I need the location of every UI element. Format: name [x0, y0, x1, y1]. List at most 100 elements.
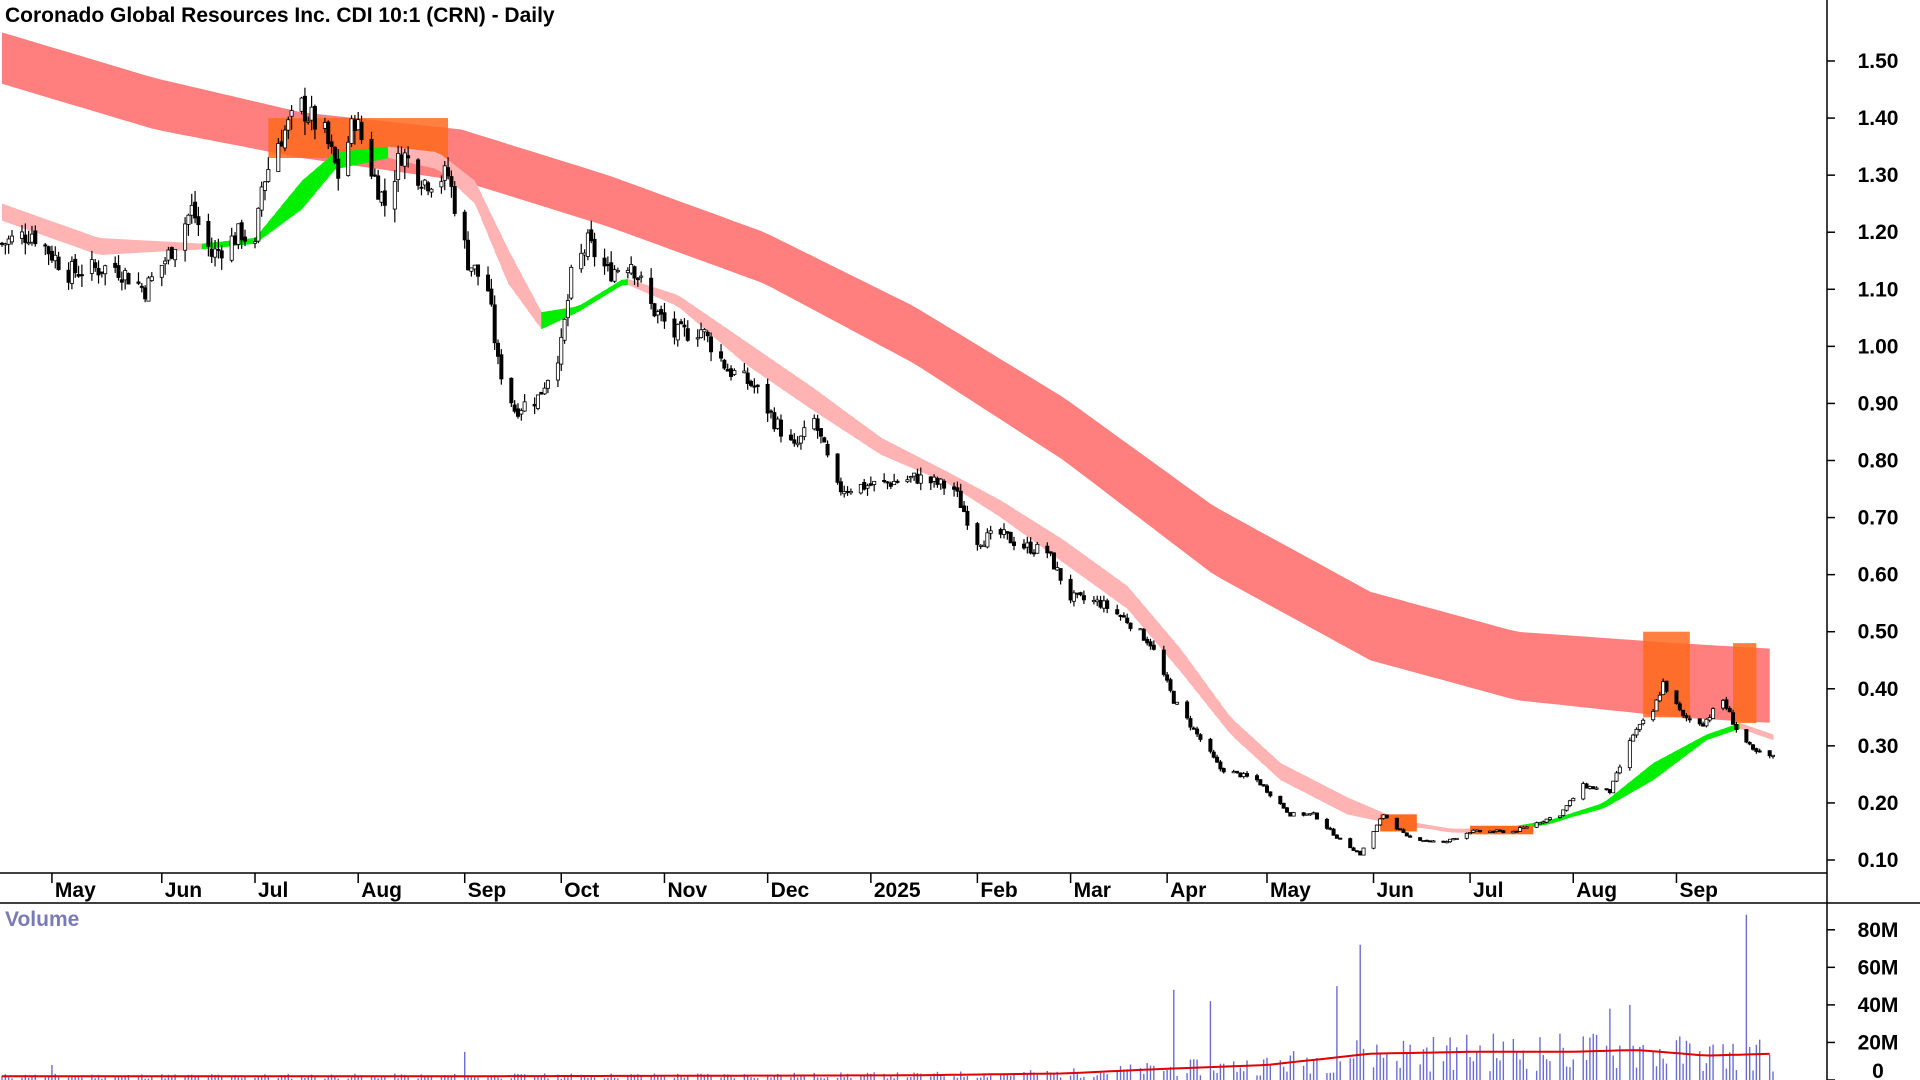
short-band-segment — [1686, 741, 1694, 756]
x-tick-label: Jul — [258, 879, 288, 902]
short-band-segment — [840, 408, 849, 434]
candle-body — [885, 481, 890, 484]
candle-body — [872, 480, 877, 485]
short-band-segment — [654, 287, 662, 300]
short-band-segment — [454, 165, 462, 192]
candle-body — [535, 394, 540, 409]
short-band-segment — [527, 287, 536, 321]
price-candles — [0, 87, 1776, 856]
candle-body — [1428, 840, 1433, 843]
candle-body — [1478, 829, 1483, 833]
candle-body — [1378, 818, 1383, 826]
candle-body — [942, 480, 947, 489]
candle-body — [239, 222, 244, 241]
candle-body — [1105, 600, 1110, 609]
candle-body — [1121, 615, 1126, 618]
short-band-segment — [1120, 581, 1128, 609]
short-band-segment — [108, 238, 116, 255]
candle-body — [862, 481, 867, 490]
candle-body — [1008, 531, 1013, 544]
short-band-segment — [1739, 723, 1747, 732]
candle-body — [519, 410, 524, 415]
short-band-segment — [81, 232, 90, 252]
candle-body — [1751, 744, 1756, 750]
candle-body — [592, 238, 597, 258]
short-band-segment — [747, 342, 755, 371]
candle-body — [1051, 552, 1056, 570]
short-band-segment — [1286, 766, 1295, 787]
short-band-segment — [1067, 542, 1075, 571]
short-band-segment — [1000, 500, 1008, 523]
x-tick-label: Aug — [361, 879, 402, 902]
candle-body — [532, 403, 537, 407]
short-band-segment — [1313, 780, 1321, 801]
band-crossover — [1643, 631, 1690, 718]
candle-body — [33, 230, 38, 245]
candle-body — [1564, 805, 1569, 811]
candle-body — [466, 239, 471, 271]
candle-body — [509, 377, 514, 404]
short-band-segment — [1766, 732, 1774, 741]
candle-body — [1687, 718, 1692, 721]
short-band-segment — [141, 240, 149, 253]
candle-body — [1664, 680, 1669, 692]
candle-body — [1547, 817, 1552, 820]
candle-body — [1384, 814, 1389, 819]
candle-body — [985, 532, 990, 548]
y-tick-label: 0.50 — [1858, 621, 1899, 644]
short-band-segment — [188, 242, 196, 251]
candle-body — [489, 288, 494, 305]
short-band-segment — [1300, 773, 1308, 794]
candle-body — [1141, 629, 1146, 641]
candle-body — [196, 216, 201, 226]
x-tick-label: Sep — [1679, 879, 1718, 902]
candle-body — [1771, 754, 1776, 757]
candle-body — [1521, 826, 1526, 829]
candle-body — [935, 477, 940, 485]
short-band-segment — [15, 208, 23, 228]
short-band-segment — [461, 170, 469, 198]
short-band-segment — [1100, 566, 1108, 595]
candle-body — [499, 354, 504, 380]
candle-body — [113, 262, 118, 268]
candle-body — [96, 267, 101, 276]
candle-body — [1284, 807, 1289, 813]
short-band-segment — [1340, 793, 1348, 815]
short-band-segment — [148, 240, 156, 253]
candle-body — [1304, 813, 1309, 816]
short-band-segment — [1014, 508, 1022, 532]
short-band-segment — [1033, 521, 1042, 547]
short-band-segment — [687, 301, 695, 321]
volume-label: Volume — [5, 908, 79, 931]
candle-body — [1637, 723, 1642, 730]
candle-body — [1394, 817, 1399, 830]
candle-body — [392, 181, 397, 210]
short-band-segment — [887, 441, 895, 461]
candle-body — [1488, 830, 1493, 833]
candle-body — [1571, 797, 1576, 802]
candle-body — [812, 418, 817, 430]
candle-body — [1071, 592, 1076, 602]
candle-body — [1611, 780, 1616, 794]
candle-body — [745, 372, 750, 384]
candle-body — [1334, 834, 1339, 839]
short-band-segment — [1759, 729, 1767, 738]
short-band-segment — [428, 151, 436, 169]
candle-body — [286, 119, 291, 131]
candle-body — [1324, 818, 1329, 829]
short-band-segment — [75, 229, 83, 250]
candle-body — [1361, 847, 1366, 856]
short-band-segment — [701, 310, 709, 333]
candle-body — [116, 265, 121, 278]
short-band-segment — [721, 324, 729, 350]
candle-body — [1567, 800, 1572, 806]
short-band-segment — [374, 147, 382, 161]
candle-body — [1185, 701, 1190, 719]
candle-body — [1101, 600, 1106, 609]
candle-body — [6, 238, 11, 245]
candle-body — [695, 337, 700, 340]
candle-body — [259, 186, 264, 211]
short-band-segment — [41, 217, 50, 238]
candle-body — [1398, 828, 1403, 831]
candle-body — [1524, 826, 1529, 829]
